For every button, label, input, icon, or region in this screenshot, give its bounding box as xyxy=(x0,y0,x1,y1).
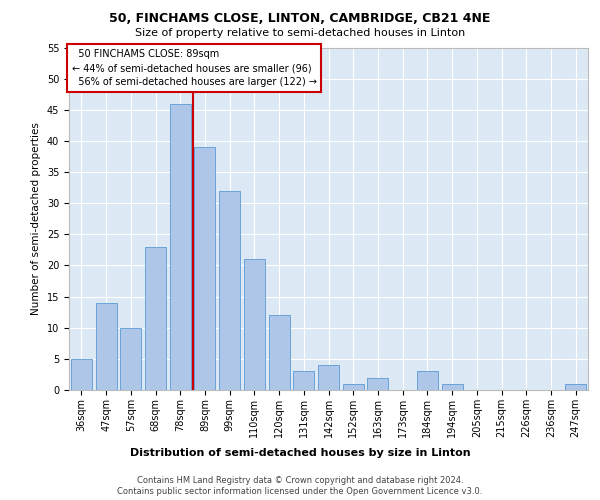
Bar xyxy=(367,378,388,390)
Bar xyxy=(244,259,265,390)
Bar xyxy=(318,365,339,390)
Bar xyxy=(71,359,92,390)
Bar xyxy=(145,247,166,390)
Bar xyxy=(269,316,290,390)
Text: Contains public sector information licensed under the Open Government Licence v3: Contains public sector information licen… xyxy=(118,488,482,496)
Text: Distribution of semi-detached houses by size in Linton: Distribution of semi-detached houses by … xyxy=(130,448,470,458)
Text: Size of property relative to semi-detached houses in Linton: Size of property relative to semi-detach… xyxy=(135,28,465,38)
Bar xyxy=(170,104,191,390)
Bar xyxy=(120,328,141,390)
Bar xyxy=(194,147,215,390)
Bar xyxy=(95,303,116,390)
Bar xyxy=(565,384,586,390)
Bar xyxy=(219,190,240,390)
Text: 50 FINCHAMS CLOSE: 89sqm
← 44% of semi-detached houses are smaller (96)
  56% of: 50 FINCHAMS CLOSE: 89sqm ← 44% of semi-d… xyxy=(71,49,317,87)
Y-axis label: Number of semi-detached properties: Number of semi-detached properties xyxy=(31,122,41,315)
Text: Contains HM Land Registry data © Crown copyright and database right 2024.: Contains HM Land Registry data © Crown c… xyxy=(137,476,463,485)
Bar xyxy=(343,384,364,390)
Bar xyxy=(293,372,314,390)
Bar xyxy=(442,384,463,390)
Bar xyxy=(417,372,438,390)
Text: 50, FINCHAMS CLOSE, LINTON, CAMBRIDGE, CB21 4NE: 50, FINCHAMS CLOSE, LINTON, CAMBRIDGE, C… xyxy=(109,12,491,26)
